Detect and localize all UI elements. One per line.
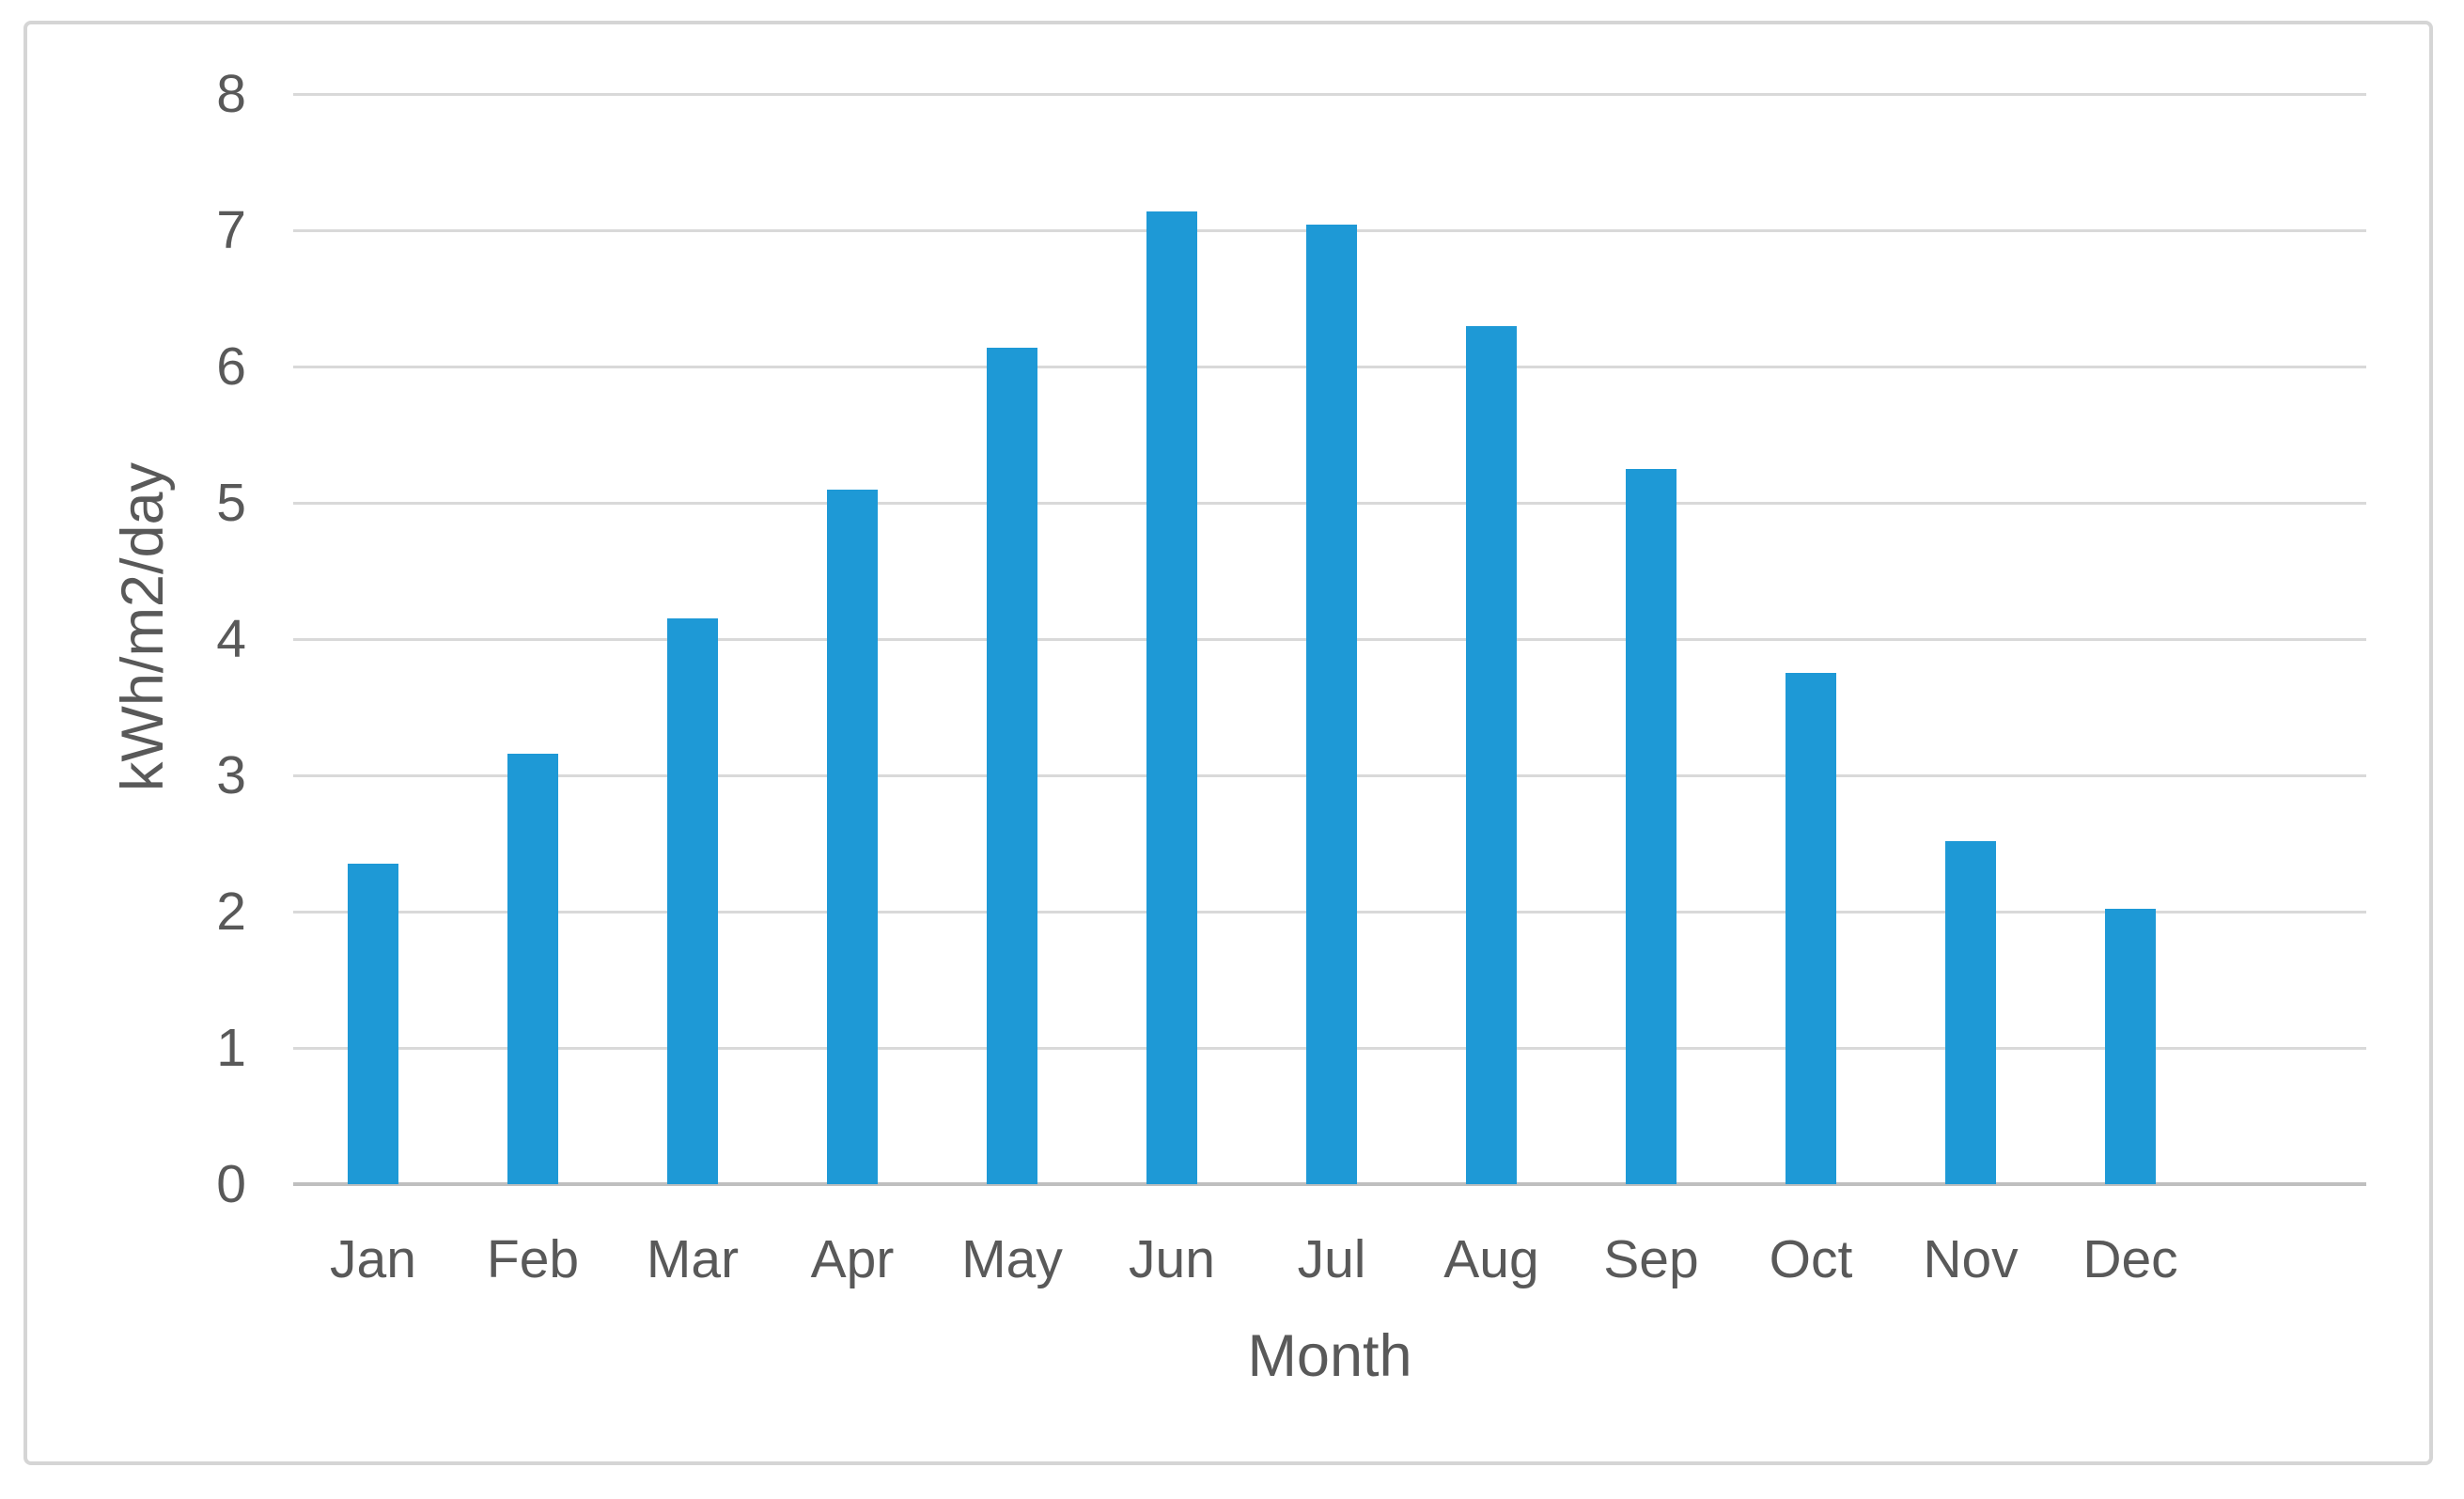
x-tick-label-apr: Apr	[810, 1229, 895, 1289]
bar-apr	[827, 489, 878, 1184]
y-tick-label-5: 5	[216, 473, 246, 533]
x-axis-title: Month	[1247, 1323, 1412, 1389]
x-tick-label-mar: Mar	[646, 1229, 740, 1289]
x-tick-label-jan: Jan	[330, 1229, 416, 1289]
bar-nov	[1945, 840, 1996, 1184]
bar-sep	[1626, 468, 1676, 1184]
x-tick-label-nov: Nov	[1923, 1229, 2019, 1289]
x-tick-label-aug: Aug	[1443, 1229, 1539, 1289]
y-tick-label-1: 1	[216, 1018, 246, 1078]
y-tick-label-4: 4	[216, 609, 246, 669]
x-tick-label-jul: Jul	[1297, 1229, 1366, 1289]
y-tick-label-7: 7	[216, 200, 246, 260]
x-axis-line	[293, 1182, 2366, 1186]
y-tick-label-6: 6	[216, 336, 246, 397]
bar-feb	[507, 753, 558, 1184]
bar-mar	[667, 618, 718, 1184]
bar-jan	[348, 864, 398, 1184]
x-tick-label-may: May	[961, 1229, 1063, 1289]
bar-aug	[1466, 325, 1517, 1184]
bar-dec	[2105, 909, 2156, 1184]
chart-frame	[23, 21, 2433, 1465]
gridline-8	[293, 92, 2366, 96]
x-tick-label-jun: Jun	[1129, 1229, 1215, 1289]
bar-oct	[1786, 673, 1836, 1184]
y-axis-title: kWh/m2/day	[110, 461, 176, 792]
x-tick-label-sep: Sep	[1603, 1229, 1699, 1289]
x-tick-label-oct: Oct	[1769, 1229, 1853, 1289]
bar-may	[987, 347, 1037, 1184]
y-tick-label-2: 2	[216, 882, 246, 942]
bar-jun	[1146, 211, 1197, 1184]
x-tick-label-feb: Feb	[486, 1229, 580, 1289]
y-tick-label-0: 0	[216, 1154, 246, 1214]
x-tick-label-dec: Dec	[2082, 1229, 2178, 1289]
bar-jul	[1306, 225, 1357, 1184]
y-tick-label-3: 3	[216, 745, 246, 805]
y-tick-label-8: 8	[216, 64, 246, 124]
